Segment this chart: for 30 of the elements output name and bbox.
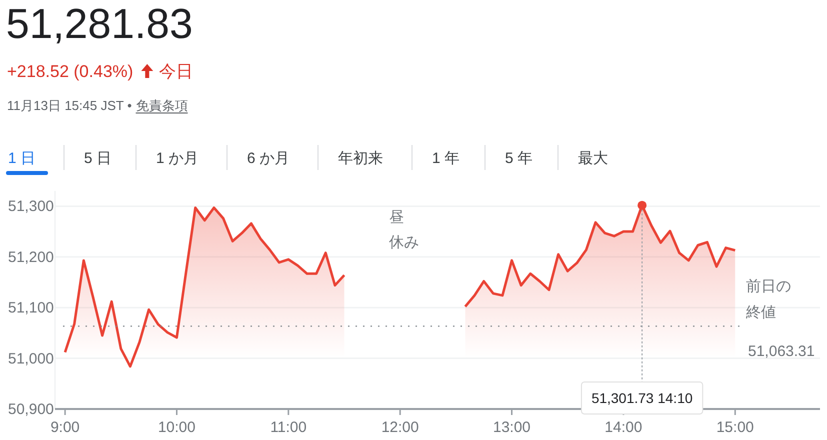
y-tick-label: 51,200 [8, 248, 54, 266]
y-tick-label: 50,900 [8, 401, 54, 418]
x-tick-label: 10:00 [158, 419, 196, 436]
annotation: 昼 [389, 209, 404, 226]
x-tick-label: 14:00 [604, 419, 642, 436]
annotation: 休み [389, 234, 420, 251]
text: 1 年 [432, 150, 460, 167]
text: 6 か月 [247, 150, 290, 167]
y-tick-label: 51,100 [8, 300, 54, 317]
text: 年初来 [338, 150, 383, 167]
text: 5 年 [505, 150, 533, 167]
x-tick-label: 12:00 [381, 419, 419, 436]
annotation: 51,063.31 [748, 343, 815, 360]
text: 1 か月 [156, 150, 199, 167]
ref-line-label: 前日の終値 [746, 277, 792, 324]
x-tick-label: 15:00 [716, 419, 754, 436]
text: 免責条項 [136, 98, 188, 113]
text: 1 日 [8, 150, 36, 167]
chart-title: 51,281.83 [6, 0, 193, 47]
text: 5 日 [84, 150, 112, 167]
annotation: 51,301.73 14:10 [591, 390, 693, 406]
text: 最大 [578, 150, 608, 167]
x-tick-label: 9:00 [50, 419, 80, 436]
chart-subtitle: +218.52 (0.43%) [7, 62, 134, 81]
x-tick-label: 11:00 [270, 419, 307, 436]
text: 11月13日 15:45 JST • [7, 98, 132, 113]
x-tick-label: 13:00 [492, 419, 531, 436]
y-tick-label: 51,300 [8, 198, 54, 216]
text: 今日 [159, 62, 194, 81]
y-tick-label: 51,000 [8, 350, 54, 368]
